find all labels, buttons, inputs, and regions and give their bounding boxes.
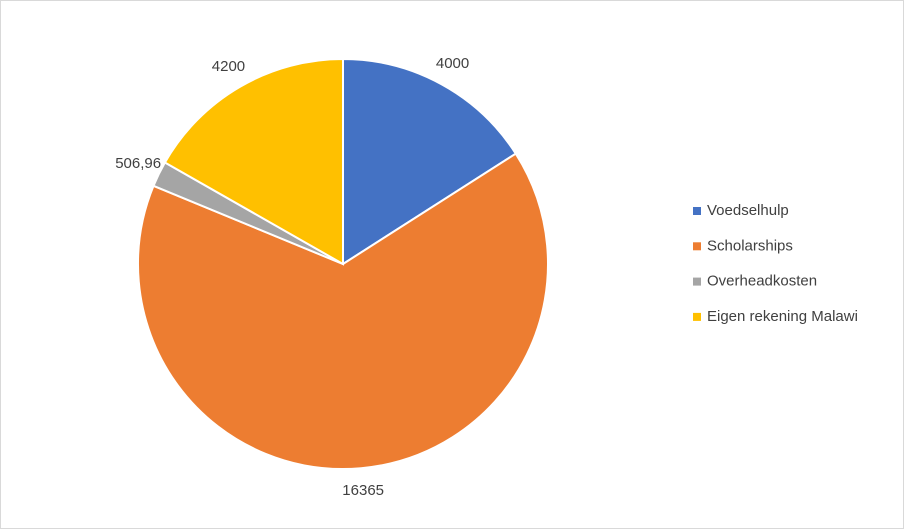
pie-slice [342, 57, 518, 266]
legend-label: Overheadkosten [707, 273, 817, 290]
legend-swatch [693, 277, 701, 286]
data-label: 16365 [342, 482, 384, 499]
data-label: 4000 [436, 55, 469, 72]
legend-label: Scholarships [707, 237, 793, 254]
legend-swatch [693, 242, 701, 251]
legend-swatch [693, 312, 701, 321]
data-label: 506,96 [115, 155, 161, 172]
legend-label: Voedselhulp [707, 202, 789, 219]
legend-swatch [693, 207, 701, 215]
data-label: 4200 [212, 58, 245, 75]
pie-slice [137, 152, 549, 470]
pie-slice [163, 57, 344, 266]
legend-label: Eigen rekening Malawi [707, 308, 858, 325]
